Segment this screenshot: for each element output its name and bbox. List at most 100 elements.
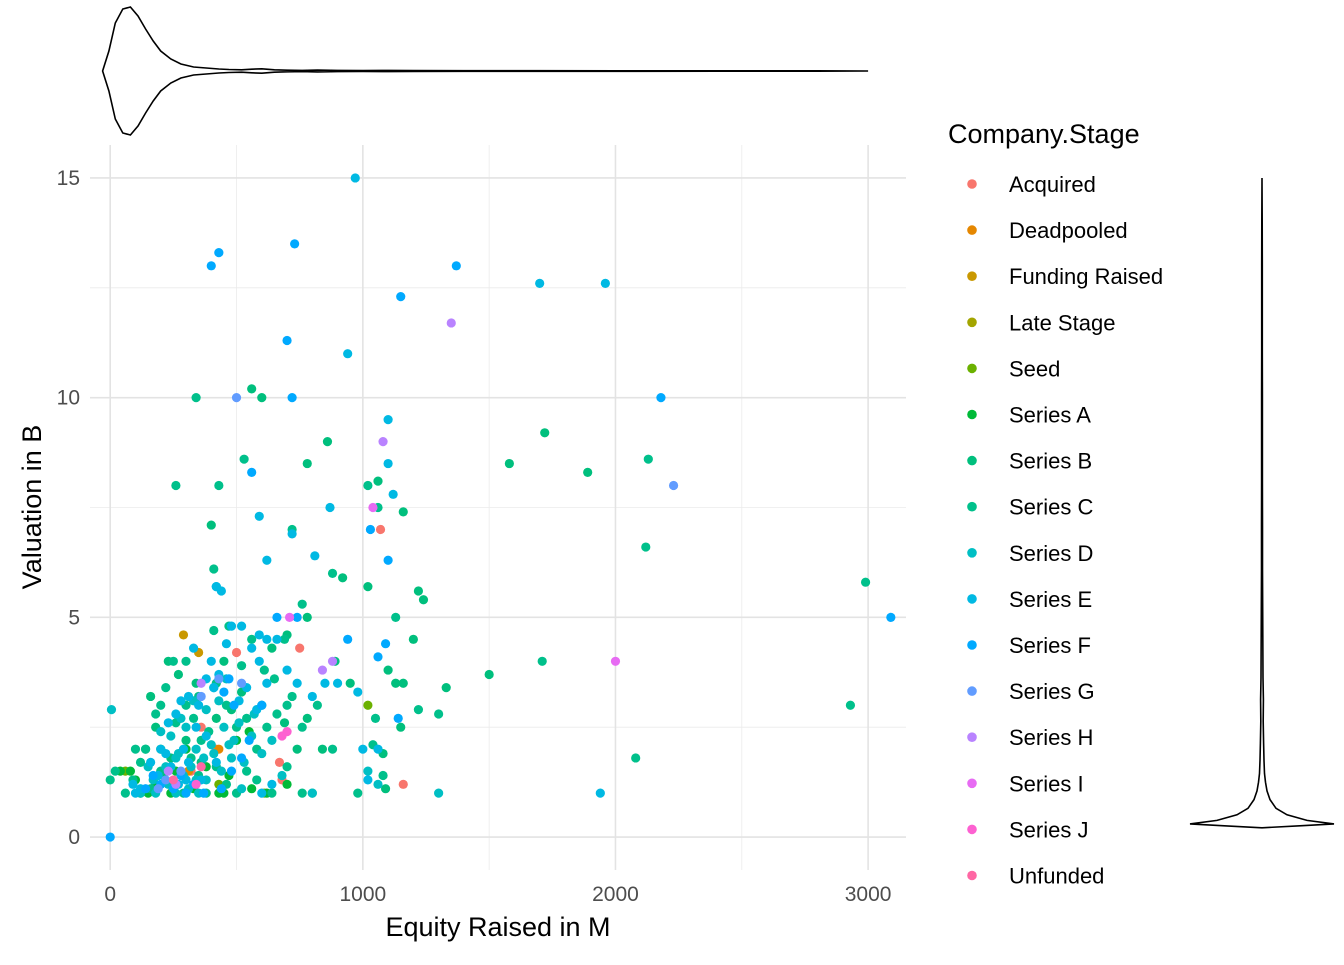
data-point [211, 713, 221, 724]
data-point [105, 832, 115, 842]
data-point [247, 643, 257, 653]
data-point [287, 393, 297, 403]
data-point [383, 458, 393, 469]
legend-key [967, 824, 977, 835]
data-point [254, 511, 264, 521]
data-point [327, 568, 338, 579]
data-point [151, 709, 161, 719]
data-point [413, 586, 424, 596]
data-point [279, 634, 290, 644]
data-point [398, 507, 408, 517]
data-point [365, 524, 376, 535]
legend-key [967, 363, 977, 374]
data-point [206, 261, 216, 271]
data-point [221, 639, 232, 649]
data-point [413, 705, 424, 715]
data-point [279, 718, 290, 728]
data-point [378, 770, 388, 781]
data-point [214, 480, 224, 491]
data-point [226, 621, 237, 631]
y-tick-label: 5 [68, 606, 80, 629]
data-point [383, 415, 393, 425]
data-point [171, 709, 181, 719]
data-point [234, 718, 244, 728]
data-point [247, 784, 257, 794]
data-point [106, 705, 117, 715]
data-point [209, 564, 219, 574]
axis-ticks: 0 1000 2000 3000 0 5 10 15 [57, 167, 892, 906]
data-point [262, 722, 272, 732]
legend-label: Deadpooled [1009, 218, 1128, 243]
data-point [181, 656, 191, 666]
legend: Acquired Deadpooled Funding Raised Late Sta… [967, 172, 1163, 889]
data-point [178, 630, 189, 640]
data-point [269, 674, 280, 684]
data-point [171, 480, 181, 491]
data-point [224, 740, 234, 750]
data-point [194, 700, 204, 710]
data-point [236, 621, 247, 631]
data-point [656, 393, 666, 403]
data-point [375, 524, 386, 535]
data-point [181, 722, 191, 732]
data-point [307, 691, 317, 702]
legend-key [967, 686, 977, 696]
x-tick-label: 1000 [339, 883, 386, 906]
x-tick-label: 3000 [845, 883, 892, 906]
data-point [254, 656, 264, 666]
legend-key [967, 317, 977, 328]
data-point [353, 788, 363, 798]
data-point [274, 757, 285, 767]
data-point [370, 713, 381, 724]
legend-key [967, 501, 977, 512]
data-point [350, 173, 360, 183]
data-point [282, 762, 292, 772]
data-point [156, 700, 166, 710]
data-point [128, 779, 138, 789]
data-point [231, 647, 242, 658]
data-point [267, 788, 277, 798]
data-point [183, 757, 194, 767]
grid-lines [90, 145, 906, 870]
data-point [267, 735, 277, 745]
data-point [153, 784, 163, 794]
data-point [368, 502, 378, 513]
data-point [214, 696, 224, 706]
y-tick-label: 15 [57, 167, 80, 190]
data-point [332, 678, 343, 688]
data-point [358, 744, 368, 754]
data-point [140, 744, 151, 754]
data-point [446, 318, 456, 328]
data-point [302, 713, 312, 724]
data-point [312, 700, 322, 710]
data-point [282, 700, 292, 710]
data-point [327, 744, 338, 754]
data-point [363, 480, 373, 491]
data-point [156, 726, 166, 737]
data-point [600, 278, 610, 289]
data-point [231, 393, 242, 403]
data-point [373, 744, 383, 754]
data-point [161, 683, 171, 693]
data-point [388, 489, 398, 499]
y-axis-label: Valuation in B [17, 425, 47, 590]
data-point [451, 261, 461, 271]
data-point [191, 779, 201, 789]
data-point [161, 775, 171, 785]
data-point [183, 691, 194, 702]
data-point [161, 748, 171, 759]
legend-label: Series C [1009, 495, 1093, 520]
legend-label: Series H [1009, 725, 1093, 750]
legend-label: Series B [1009, 449, 1092, 474]
data-point [140, 784, 151, 794]
data-point [146, 691, 156, 702]
data-point [282, 779, 292, 789]
y-tick-label: 10 [57, 387, 80, 410]
data-point [262, 678, 272, 688]
data-point [327, 656, 338, 666]
data-point [247, 467, 257, 477]
data-point [257, 748, 267, 759]
data-point [292, 744, 302, 754]
data-point [668, 480, 679, 491]
data-point [282, 665, 292, 675]
